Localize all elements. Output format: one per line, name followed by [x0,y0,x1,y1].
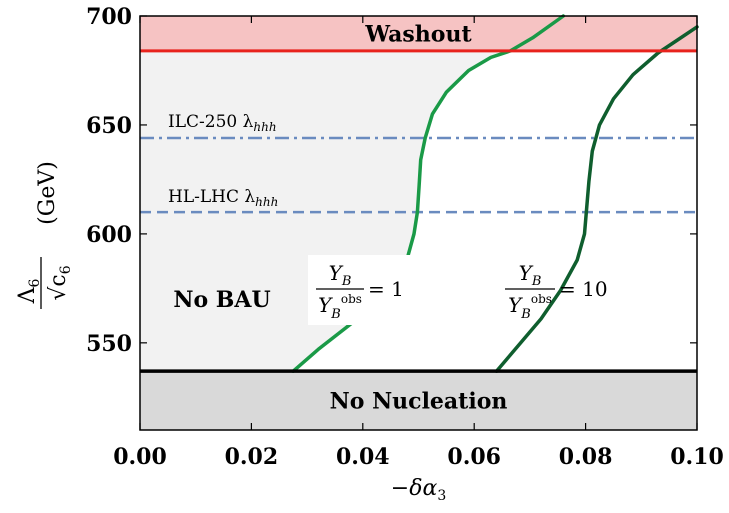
x-tick-label: 0.02 [225,444,279,470]
washout-label: Washout [364,21,472,47]
svg-text:YBobs: YBobs [508,292,552,322]
x-tick-label: 0.00 [113,444,167,470]
ratio-label-2: YB YBobs = 10 [505,261,608,322]
y-axis-label: Λ6 √c6 (GeV) [15,161,74,309]
y-tick-label: 550 [86,331,132,357]
svg-text:YBobs: YBobs [318,292,362,322]
x-tick-label: 0.10 [670,444,724,470]
svg-text:= 10: = 10 [559,277,608,301]
y-tick-label: 700 [86,4,132,30]
svg-text:YB: YB [329,261,352,289]
ratio-label-1: YB YBobs = 1 [308,255,414,325]
svg-text:Λ6: Λ6 [15,279,43,305]
no-nucleation-region [140,371,697,430]
x-tick-label: 0.06 [447,444,501,470]
svg-text:(GeV): (GeV) [35,161,60,225]
svg-text:YB: YB [519,261,542,289]
hl-lhc-line-label: HL-LHC λhhh [168,187,278,209]
svg-text:= 1: = 1 [368,277,404,301]
washout-region [140,16,697,51]
axis-ticks: 0.00 0.02 0.04 0.06 0.08 0.10 550 600 650 700 [86,4,724,470]
y-tick-label: 650 [86,113,132,139]
plot-frame [139,15,698,431]
svg-text:√c6: √c6 [46,265,74,300]
x-tick-label: 0.04 [336,444,390,470]
y-tick-label: 600 [86,222,132,248]
no-bau-label: No BAU [173,287,270,313]
contour-curve-2 [494,25,699,373]
x-tick-label: 0.08 [559,444,613,470]
x-axis-label: −δα3 [391,476,446,504]
no-nucleation-label: No Nucleation [330,389,508,415]
ilc-line-label: ILC-250 λhhh [168,112,277,134]
